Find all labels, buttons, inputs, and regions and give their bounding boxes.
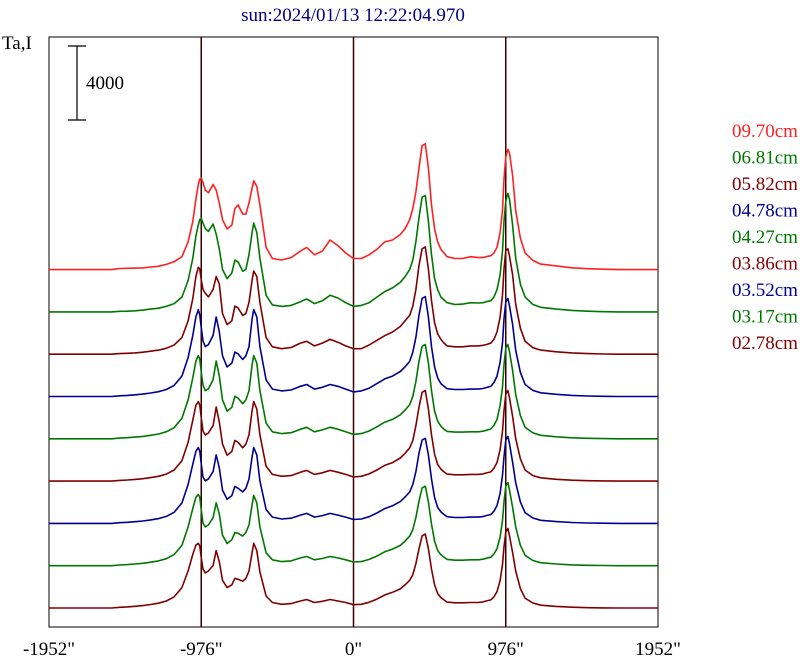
- x-tick-label: -976": [180, 639, 223, 660]
- legend-entry: 06.81cm: [732, 148, 798, 169]
- x-tick-label: 0": [345, 639, 362, 660]
- series-line-06.81cm: [49, 192, 658, 313]
- scale-bar-label: 4000: [86, 73, 124, 94]
- legend-entry: 04.27cm: [732, 227, 798, 248]
- series-line-03.17cm: [49, 481, 658, 567]
- legend-entry: 03.52cm: [732, 280, 798, 301]
- y-axis-label: Ta,I: [2, 33, 32, 54]
- series-line-04.27cm: [49, 343, 658, 440]
- legend-entry: 03.17cm: [732, 307, 798, 328]
- legend-entry: 09.70cm: [732, 121, 798, 142]
- series-line-02.78cm: [49, 527, 658, 609]
- series-line-03.52cm: [49, 435, 658, 525]
- reference-lines: [200, 37, 507, 627]
- series-line-03.86cm: [49, 389, 658, 482]
- series-line-05.82cm: [49, 246, 658, 356]
- legend-entry: 03.86cm: [732, 254, 798, 275]
- legend: 09.70cm 06.81cm 05.82cm 04.78cm 04.27cm 03.86…: [732, 121, 798, 354]
- legend-entry: 05.82cm: [732, 174, 798, 195]
- x-tick-label: -1952": [23, 639, 75, 660]
- chart-title: sun:2024/01/13 12:22:04.970: [241, 5, 465, 26]
- x-tick-label: 1952": [635, 639, 681, 660]
- legend-entry: 04.78cm: [732, 201, 798, 222]
- series-line-04.78cm: [49, 295, 658, 398]
- legend-entry: 02.78cm: [732, 333, 798, 354]
- series-group: [49, 143, 658, 609]
- series-line-09.70cm: [49, 143, 658, 271]
- x-tick-label: 976": [488, 639, 524, 660]
- x-tick-labels: -1952" -976" 0" 976" 1952": [23, 639, 681, 660]
- intensity-scale-bar: 4000: [68, 45, 124, 121]
